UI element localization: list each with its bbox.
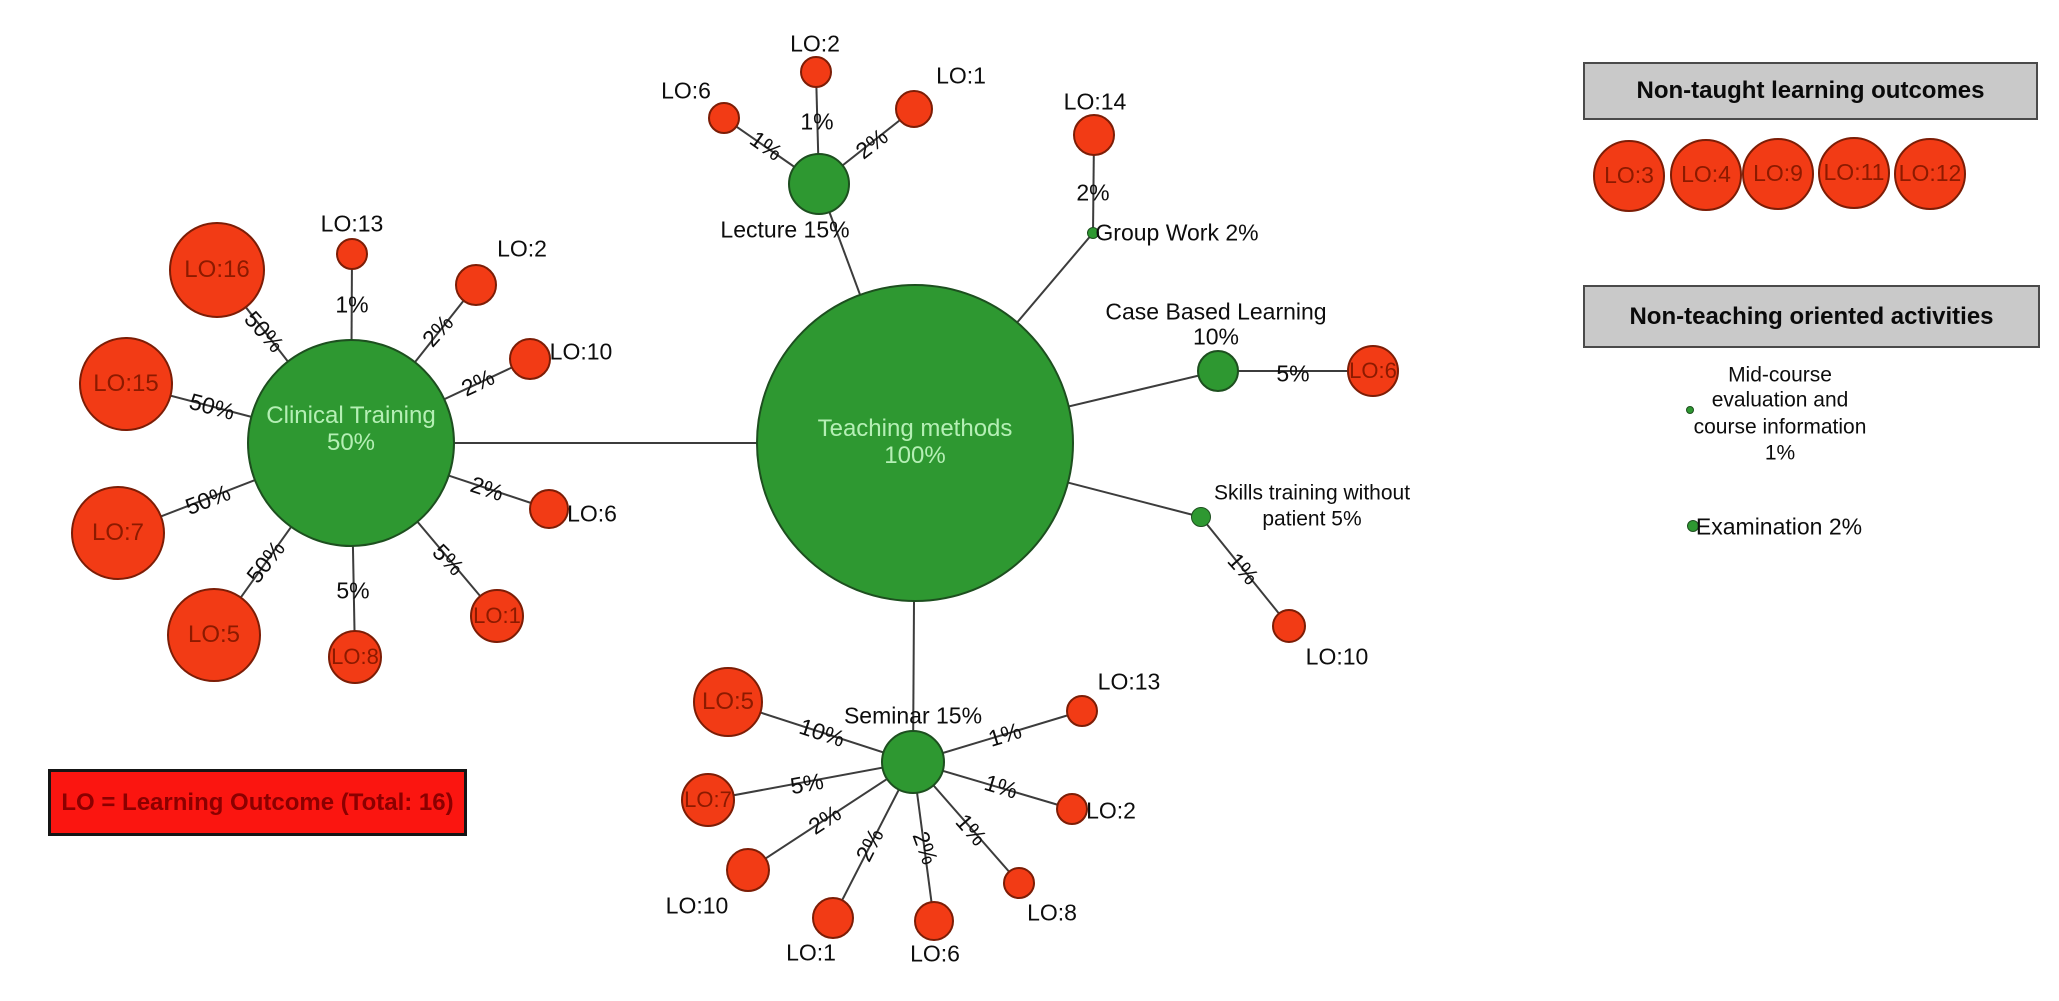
node-ct-lo7: LO:7	[71, 486, 165, 580]
non-taught-outcomes-title: Non-taught learning outcomes	[1636, 77, 1985, 104]
node-ct-lo16: LO:16	[169, 222, 265, 318]
non-teaching-activities-header: Non-teaching oriented activities	[1583, 285, 2040, 348]
node-ct-lo6	[529, 489, 569, 529]
legend-box: LO = Learning Outcome (Total: 16)	[48, 769, 467, 836]
node-cbl	[1197, 350, 1239, 392]
node-sem-lo6	[914, 901, 954, 941]
node-label-cbl-lo6: LO:6	[1349, 357, 1397, 383]
label-seminar-lo10: LO:10	[665, 892, 729, 919]
label-midcourse-line1: Mid-course	[1728, 363, 1832, 387]
label-seminar-lo8: LO:8	[1027, 899, 1077, 926]
edge-label-groupwork-gw-lo14: 2%	[1076, 179, 1110, 206]
label-seminar-lo6: LO:6	[910, 940, 960, 967]
node-nt-lo9: LO:9	[1742, 138, 1814, 210]
node-lecture	[788, 153, 850, 215]
node-sk-lo10	[1272, 609, 1306, 643]
node-label-nt-lo11: LO:11	[1823, 159, 1885, 186]
node-groupwork	[1087, 227, 1099, 239]
node-ct-lo2	[455, 264, 497, 306]
node-label-nt-lo12: LO:12	[1898, 160, 1962, 187]
node-midcourse	[1686, 406, 1694, 414]
label-seminar-lo1: LO:1	[786, 939, 836, 966]
non-teaching-activities-title: Non-teaching oriented activities	[1629, 302, 1994, 330]
node-ct-lo5: LO:5	[167, 588, 261, 682]
node-cbl-lo6: LO:6	[1347, 345, 1399, 397]
node-label-ct-lo1: LO:1	[473, 602, 521, 628]
node-label-nt-lo4: LO:4	[1681, 161, 1731, 188]
node-sem-lo5: LO:5	[693, 667, 763, 737]
label-case-based-line2: 10%	[1192, 323, 1240, 350]
node-teaching: Teaching methods 100%	[756, 284, 1074, 602]
label-seminar-lo13: LO:13	[1097, 668, 1161, 695]
node-label-nt-lo3: LO:3	[1604, 162, 1654, 189]
label-case-based-line1: Case Based Learning	[1105, 298, 1327, 325]
label-seminar-lo2: LO:2	[1086, 797, 1136, 824]
node-lec-lo2	[800, 56, 832, 88]
label-skills-lo10: LO:10	[1305, 643, 1369, 670]
node-exam	[1687, 520, 1699, 532]
label-midcourse-line2: evaluation and	[1711, 388, 1849, 412]
edge-skills-sk-lo10	[1200, 516, 1290, 627]
label-lecture-lo1: LO:1	[936, 62, 986, 89]
node-skills	[1191, 507, 1211, 527]
label-examination: Examination 2%	[1695, 513, 1863, 540]
label-skills-line2: patient 5%	[1262, 507, 1362, 531]
edge-seminar-sem-lo7	[707, 761, 914, 801]
node-sem-lo1	[812, 897, 854, 939]
node-lec-lo1	[895, 90, 933, 128]
node-label-nt-lo9: LO:9	[1753, 160, 1803, 187]
node-seminar	[881, 730, 945, 794]
node-label-sem-lo5: LO:5	[701, 687, 755, 715]
node-nt-lo4: LO:4	[1670, 139, 1742, 211]
label-lo14: LO:14	[1063, 88, 1127, 115]
node-label-ct-lo5: LO:5	[187, 620, 241, 648]
node-label-ct-lo8: LO:8	[331, 643, 379, 669]
label-lecture-lo2: LO:2	[790, 30, 840, 57]
node-label-clinical: Clinical Training 50%	[266, 402, 436, 456]
non-taught-outcomes-header: Non-taught learning outcomes	[1583, 62, 2038, 120]
label-clinical-lo2: LO:2	[497, 235, 547, 262]
edge-label-seminar-sem-lo7: 5%	[788, 767, 826, 800]
label-group-work: Group Work 2%	[1095, 219, 1259, 246]
node-ct-lo15: LO:15	[79, 337, 173, 431]
label-seminar: Seminar 15%	[843, 702, 983, 729]
node-nt-lo12: LO:12	[1894, 138, 1966, 210]
label-midcourse-line3: course information	[1693, 415, 1867, 439]
node-sem-lo13	[1066, 695, 1098, 727]
node-label-ct-lo15: LO:15	[93, 369, 159, 397]
node-ct-lo13	[336, 238, 368, 270]
node-gw-lo14	[1073, 114, 1115, 156]
node-nt-lo3: LO:3	[1593, 140, 1665, 212]
label-lecture: Lecture 15%	[720, 216, 850, 243]
node-sem-lo10	[726, 848, 770, 892]
label-clinical-lo6: LO:6	[567, 500, 617, 527]
label-lecture-lo6: LO:6	[661, 77, 711, 104]
node-sem-lo2	[1056, 793, 1088, 825]
node-sem-lo8	[1003, 867, 1035, 899]
node-ct-lo1: LO:1	[470, 589, 524, 643]
node-ct-lo10	[509, 338, 551, 380]
legend-text: LO = Learning Outcome (Total: 16)	[61, 788, 454, 816]
node-nt-lo11: LO:11	[1818, 137, 1890, 209]
node-label-ct-lo7: LO:7	[91, 518, 145, 546]
node-label-teaching: Teaching methods 100%	[817, 415, 1013, 469]
edge-label-cbl-cbl-lo6: 5%	[1276, 360, 1310, 387]
node-sem-lo7: LO:7	[681, 773, 735, 827]
label-clinical-lo13: LO:13	[320, 210, 384, 237]
label-midcourse-line4: 1%	[1764, 441, 1796, 465]
node-label-sem-lo7: LO:7	[684, 786, 732, 812]
node-lec-lo6	[708, 102, 740, 134]
edge-label-clinical-ct-lo13: 1%	[335, 291, 369, 318]
edge-label-lecture-lec-lo2: 1%	[800, 108, 834, 135]
label-skills-line1: Skills training without	[1213, 481, 1411, 505]
label-clinical-lo10: LO:10	[549, 338, 613, 365]
edge-label-clinical-ct-lo8: 5%	[336, 577, 370, 604]
node-clinical: Clinical Training 50%	[247, 339, 455, 547]
node-ct-lo8: LO:8	[328, 630, 382, 684]
edge-seminar-sem-lo10	[747, 761, 914, 871]
node-label-ct-lo16: LO:16	[184, 255, 250, 283]
